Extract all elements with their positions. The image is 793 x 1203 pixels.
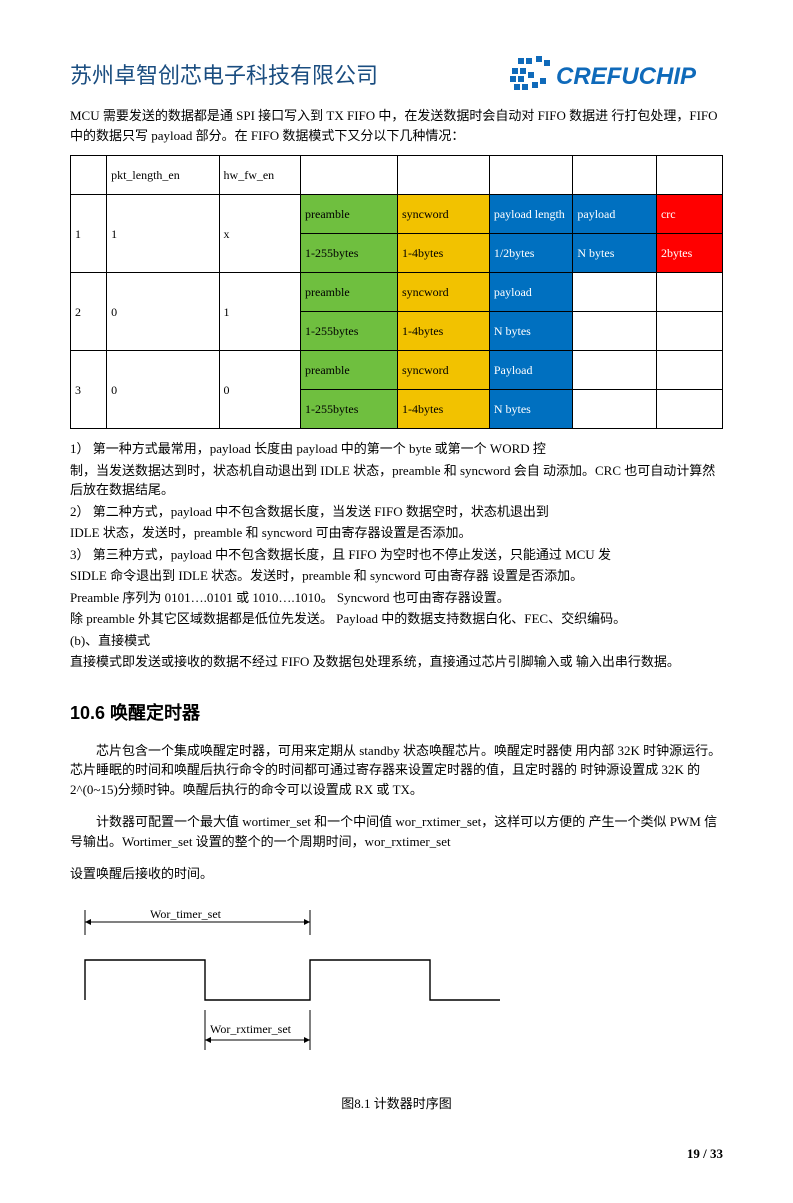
desc-line: 制，当发送数据达到时，状态机自动退出到 IDLE 状态，preamble 和 s…	[70, 461, 723, 500]
page-sep: /	[700, 1146, 710, 1161]
desc-line: 1） 第一种方式最常用，payload 长度由 payload 中的第一个 by…	[70, 439, 723, 459]
cell: x	[219, 195, 301, 273]
cell: N bytes	[489, 312, 573, 351]
desc-line: 2） 第二种方式，payload 中不包含数据长度，当发送 FIFO 数据空时，…	[70, 502, 723, 522]
desc-line: (b)、直接模式	[70, 631, 723, 651]
desc-line: 直接模式即发送或接收的数据不经过 FIFO 及数据包处理系统，直接通过芯片引脚输…	[70, 652, 723, 672]
company-name: 苏州卓智创芯电子科技有限公司	[70, 59, 378, 92]
page-total: 33	[710, 1146, 723, 1161]
col-hw-fw-en: hw_fw_en	[219, 156, 301, 195]
cell: 1-4bytes	[398, 312, 490, 351]
page-current: 19	[687, 1146, 700, 1161]
mode-num: 3	[71, 351, 107, 429]
desc-line: IDLE 状态，发送时，preamble 和 syncword 可由寄存器设置是…	[70, 523, 723, 543]
modes-description: 1） 第一种方式最常用，payload 长度由 payload 中的第一个 by…	[70, 439, 723, 672]
label-wor-rxtimer-set: Wor_rxtimer_set	[210, 1022, 292, 1036]
table-row: 1 1 x preamble syncword payload length p…	[71, 195, 723, 234]
label-wor-timer-set: Wor_timer_set	[150, 907, 222, 921]
cell: 1-255bytes	[301, 234, 398, 273]
cell: 2bytes	[656, 234, 722, 273]
cell: 0	[219, 351, 301, 429]
cell-syncword: syncword	[398, 351, 490, 390]
cell: 1-255bytes	[301, 312, 398, 351]
section-paragraph: 设置唤醒后接收的时间。	[70, 864, 723, 884]
cell: 1	[219, 273, 301, 351]
cell-crc: crc	[656, 195, 722, 234]
timing-diagram: Wor_timer_set Wor_rxtimer_set 图8.1 计数器时序…	[70, 900, 723, 1114]
mode-num: 1	[71, 195, 107, 273]
section-paragraph: 计数器可配置一个最大值 wortimer_set 和一个中间值 wor_rxti…	[70, 812, 723, 851]
crefuchip-logo-icon: CREFUCHIP	[508, 50, 723, 100]
table-header-row: pkt_length_en hw_fw_en	[71, 156, 723, 195]
cell-payload: payload	[489, 273, 573, 312]
table-row: 3 0 0 preamble syncword Payload	[71, 351, 723, 390]
cell: 1	[107, 195, 219, 273]
desc-line: 除 preamble 外其它区域数据都是低位先发送。 Payload 中的数据支…	[70, 609, 723, 629]
desc-line: Preamble 序列为 0101….0101 或 1010….1010。 Sy…	[70, 588, 723, 608]
section-heading: 10.6 唤醒定时器	[70, 700, 723, 727]
mode-num: 2	[71, 273, 107, 351]
desc-line: 3） 第三种方式，payload 中不包含数据长度，且 FIFO 为空时也不停止…	[70, 545, 723, 565]
cell: N bytes	[573, 234, 657, 273]
cell: 1-4bytes	[398, 390, 490, 429]
logo: CREFUCHIP	[508, 50, 723, 100]
cell-payload: payload	[573, 195, 657, 234]
page-header: 苏州卓智创芯电子科技有限公司 CREFUCHIP	[70, 50, 723, 100]
section-paragraph: 芯片包含一个集成唤醒定时器，可用来定期从 standby 状态唤醒芯片。唤醒定时…	[70, 741, 723, 800]
cell: 0	[107, 351, 219, 429]
cell: 1-4bytes	[398, 234, 490, 273]
col-pkt-length-en: pkt_length_en	[107, 156, 219, 195]
cell-preamble: preamble	[301, 195, 398, 234]
cell-syncword: syncword	[398, 273, 490, 312]
figure-caption: 图8.1 计数器时序图	[70, 1094, 723, 1114]
cell-preamble: preamble	[301, 273, 398, 312]
desc-line: SIDLE 命令退出到 IDLE 状态。发送时，preamble 和 syncw…	[70, 566, 723, 586]
cell-payload: Payload	[489, 351, 573, 390]
svg-text:CREFUCHIP: CREFUCHIP	[556, 63, 697, 90]
cell-preamble: preamble	[301, 351, 398, 390]
page-number: 19 / 33	[70, 1144, 723, 1164]
intro-paragraph: MCU 需要发送的数据都是通 SPI 接口写入到 TX FIFO 中，在发送数据…	[70, 106, 723, 145]
cell-syncword: syncword	[398, 195, 490, 234]
cell: 0	[107, 273, 219, 351]
cell-payload-length: payload length	[489, 195, 573, 234]
packet-format-table: pkt_length_en hw_fw_en 1 1 x preamble sy…	[70, 155, 723, 429]
cell: N bytes	[489, 390, 573, 429]
cell: 1-255bytes	[301, 390, 398, 429]
cell: 1/2bytes	[489, 234, 573, 273]
table-row: 2 0 1 preamble syncword payload	[71, 273, 723, 312]
